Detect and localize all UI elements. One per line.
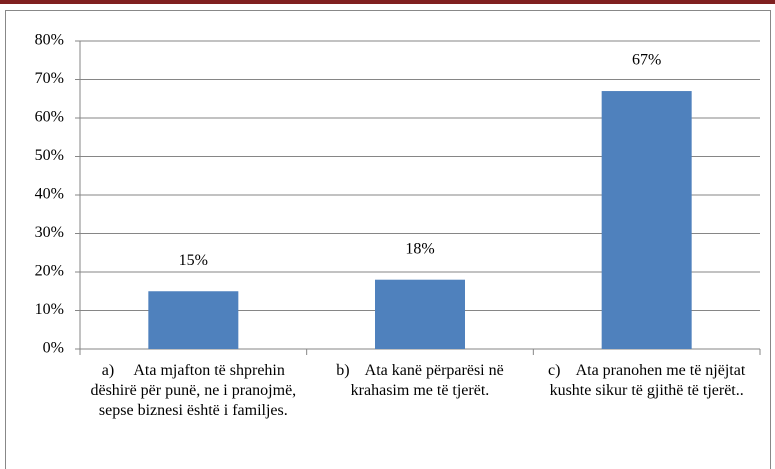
y-tick-label: 30% (35, 224, 64, 241)
y-tick-label: 50% (35, 147, 64, 164)
y-tick-label: 70% (35, 70, 64, 87)
y-tick-label: 80% (35, 32, 64, 49)
x-tick-label: c) Ata pranohen me të njëjtat kushte sik… (548, 362, 746, 399)
y-tick-label: 10% (35, 301, 64, 318)
y-tick-label: 60% (35, 109, 64, 126)
x-tick-label: b) Ata kanë përparësi në krahasim me të … (336, 362, 504, 399)
bar (375, 279, 465, 349)
chart-frame (5, 10, 771, 469)
top-border (0, 0, 775, 4)
bar (148, 291, 239, 349)
data-label: 15% (179, 252, 208, 269)
x-tick-label: a) Ata mjafton të shprehin dëshirë për p… (90, 362, 297, 419)
data-label: 18% (405, 240, 434, 257)
bar (601, 91, 692, 350)
y-tick-label: 40% (35, 186, 64, 203)
data-label: 67% (632, 52, 661, 69)
y-tick-label: 20% (35, 263, 64, 280)
y-tick-label: 0% (43, 340, 64, 357)
